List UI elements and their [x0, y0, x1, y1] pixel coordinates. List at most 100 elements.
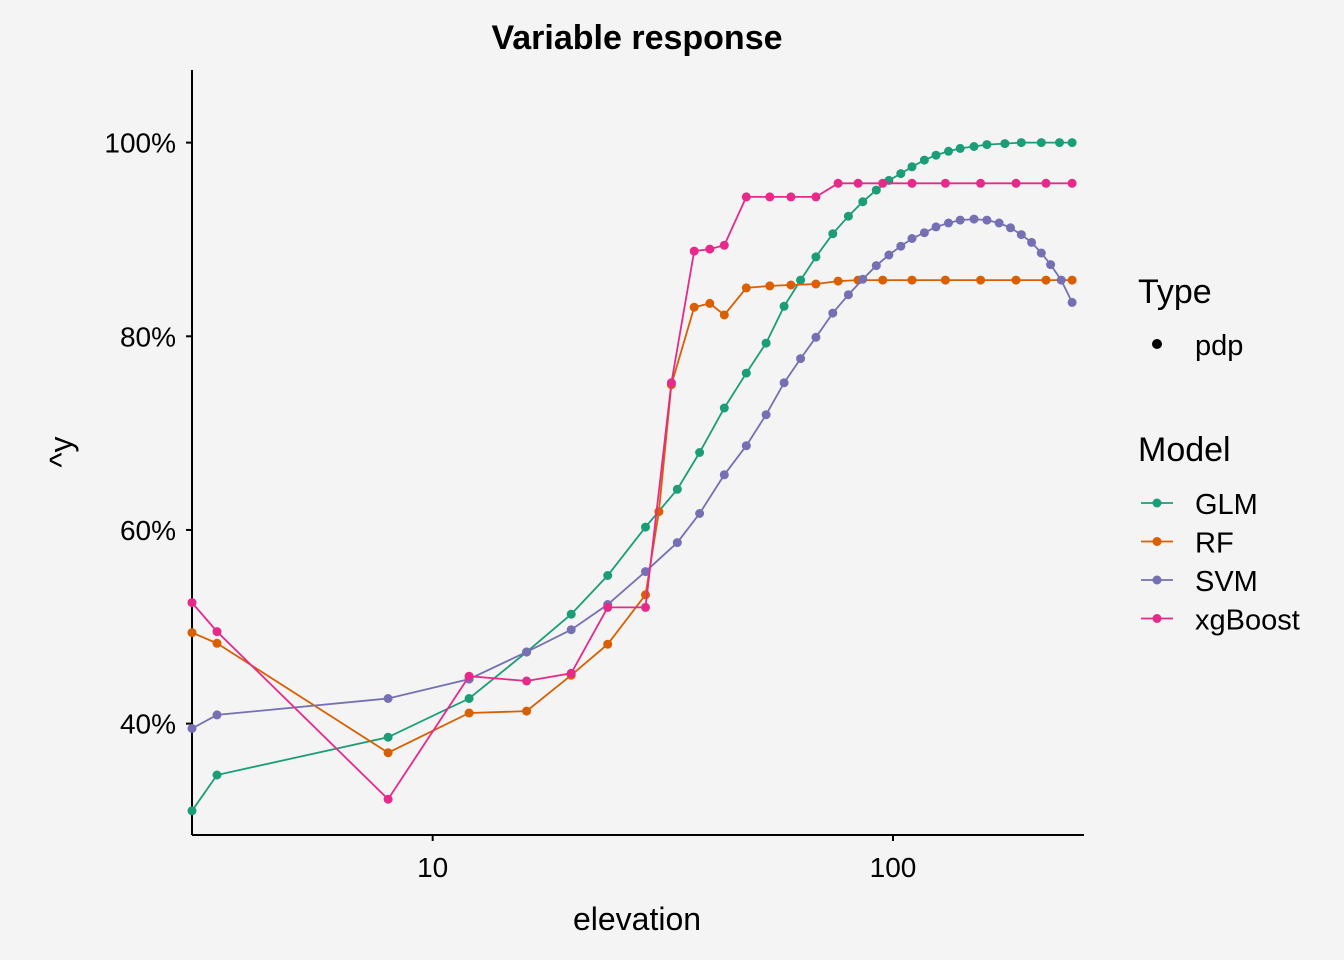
legend-model-title: Model [1138, 431, 1231, 469]
legend-item-glm: GLM [1141, 489, 1258, 521]
data-point-svm [1006, 223, 1015, 233]
data-point-svm [672, 538, 682, 548]
data-point-rf [1041, 275, 1051, 285]
data-point-glm [828, 229, 838, 239]
data-point-svm [212, 710, 222, 720]
data-point-svm [994, 218, 1004, 228]
data-point-glm [603, 571, 613, 580]
data-point-xgboost [907, 178, 917, 188]
data-point-svm [828, 308, 838, 318]
data-point-rf [689, 302, 699, 312]
data-point-glm [212, 770, 222, 780]
data-point-glm [1036, 138, 1046, 148]
data-point-glm [982, 140, 992, 150]
legend: Type pdp Model GLM RF SVM xgBoost [1138, 273, 1300, 637]
legend-point-xgboost [1152, 614, 1162, 623]
data-point-xgboost [765, 192, 775, 202]
data-point-glm [944, 146, 953, 156]
series-line-glm [191, 141, 1073, 812]
data-point-glm [919, 155, 929, 165]
data-point-glm [1016, 138, 1026, 148]
plot-area: 10 100 40% 60% 80% 100% [104, 70, 1084, 883]
data-point-xgboost [1067, 178, 1077, 188]
data-point-glm [566, 609, 576, 619]
legend-item-rf: RF [1141, 528, 1234, 560]
data-point-glm [464, 694, 474, 703]
data-point-svm [187, 724, 197, 733]
data-point-xgboost [853, 178, 863, 188]
data-point-xgboost [522, 676, 532, 686]
data-point-rf [976, 275, 986, 285]
data-point-svm [843, 290, 853, 300]
data-point-glm [907, 162, 917, 172]
legend-point-glm [1152, 498, 1162, 508]
data-point-rf [907, 275, 917, 285]
data-point-svm [1056, 275, 1066, 285]
data-point-svm [796, 354, 806, 364]
data-point-svm [969, 214, 979, 224]
legend-point-rf [1152, 537, 1162, 546]
data-point-rf [641, 590, 650, 600]
data-point-xgboost [719, 240, 729, 250]
data-point-svm [919, 228, 929, 238]
legend-label-svm: SVM [1195, 566, 1258, 598]
data-point-glm [187, 806, 197, 816]
series-xgboost [187, 178, 1077, 804]
data-point-glm [931, 150, 941, 160]
legend-point-svm [1152, 575, 1162, 585]
data-point-xgboost [976, 178, 986, 188]
data-point-svm [811, 332, 821, 342]
data-point-xgboost [878, 178, 888, 188]
x-tick-label: 100 [870, 852, 917, 883]
data-point-rf [1067, 275, 1077, 285]
data-point-svm [1046, 260, 1056, 270]
series-line-xgboost [191, 182, 1073, 801]
data-point-svm [719, 470, 729, 480]
data-point-svm [761, 410, 771, 420]
legend-item-svm: SVM [1141, 566, 1258, 598]
series-rf [187, 275, 1077, 758]
data-point-rf [187, 628, 197, 638]
data-point-glm [672, 484, 682, 494]
data-point-glm [969, 142, 979, 151]
data-point-svm [1016, 230, 1026, 240]
legend-type-pdp-point [1152, 339, 1162, 349]
legend-type-title: Type [1138, 273, 1212, 311]
data-point-svm [944, 218, 953, 228]
series-line-svm [191, 218, 1073, 730]
data-point-svm [907, 234, 917, 243]
y-tick-label: 80% [120, 321, 176, 352]
data-point-xgboost [383, 794, 393, 804]
y-tick-label: 40% [120, 709, 176, 740]
legend-model-items: GLM RF SVM xgBoost [1141, 489, 1300, 637]
data-point-xgboost [187, 598, 197, 608]
data-point-glm [383, 732, 393, 742]
data-point-xgboost [1011, 178, 1021, 188]
data-point-glm [695, 448, 705, 457]
data-point-svm [1036, 248, 1046, 258]
data-point-glm [1055, 138, 1064, 148]
data-point-svm [931, 222, 941, 232]
data-point-xgboost [705, 244, 715, 254]
legend-label-glm: GLM [1195, 489, 1258, 521]
axis-ticks: 10 100 40% 60% 80% 100% [104, 128, 916, 883]
series-glm [187, 138, 1077, 816]
data-point-xgboost [940, 178, 950, 188]
data-point-xgboost [1041, 178, 1051, 188]
data-point-rf [811, 279, 821, 289]
data-point-xgboost [689, 246, 699, 256]
data-point-rf [603, 639, 613, 649]
data-point-svm [871, 261, 881, 271]
legend-item-xgboost: xgBoost [1141, 605, 1300, 637]
data-point-svm [1027, 237, 1037, 247]
data-point-rf [383, 748, 393, 758]
data-point-rf [212, 638, 222, 648]
data-point-rf [719, 310, 729, 320]
chart-title: Variable response [491, 19, 782, 57]
data-point-glm [858, 197, 868, 207]
y-axis-title: ^y [43, 436, 79, 467]
data-point-glm [843, 211, 853, 221]
data-point-svm [955, 215, 965, 225]
data-point-glm [741, 368, 751, 378]
data-point-glm [779, 301, 789, 311]
